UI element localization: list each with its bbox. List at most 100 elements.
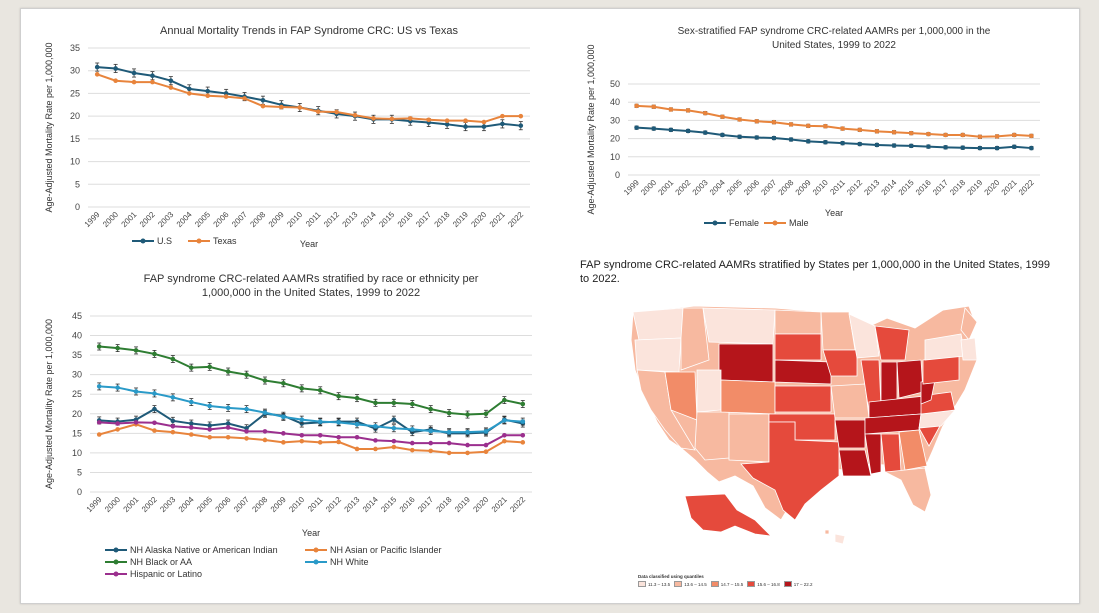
- x-tick-label: 2021: [488, 210, 507, 229]
- data-point: [244, 406, 249, 412]
- y-tick-label: 10: [72, 448, 82, 458]
- x-tick-label: 2019: [451, 210, 470, 229]
- data-point: [336, 434, 341, 440]
- data-point: [463, 118, 468, 123]
- data-point: [260, 97, 266, 103]
- data-point: [225, 421, 231, 426]
- state-ut: [696, 369, 722, 413]
- data-point: [788, 122, 794, 127]
- data-point: [426, 117, 432, 123]
- data-point: [260, 103, 266, 109]
- data-point: [685, 128, 691, 134]
- data-point: [207, 427, 213, 432]
- data-point: [188, 432, 194, 437]
- data-point: [170, 418, 176, 424]
- data-point: [150, 79, 155, 85]
- data-point: [428, 406, 434, 412]
- data-point: [720, 132, 725, 138]
- data-point: [131, 70, 137, 76]
- y-tick-label: 20: [610, 134, 620, 144]
- data-point: [115, 421, 120, 426]
- data-point: [152, 391, 157, 396]
- data-point: [133, 348, 139, 353]
- x-tick-label: 2022: [506, 210, 525, 229]
- data-point: [96, 384, 102, 389]
- legend-marker: [140, 238, 146, 244]
- data-point: [317, 419, 323, 424]
- legend-marker: [712, 220, 718, 226]
- data-point: [188, 425, 194, 430]
- state-co: [720, 379, 776, 415]
- data-point: [500, 113, 505, 119]
- data-point: [926, 144, 931, 149]
- state-nm: [728, 413, 770, 463]
- y-tick-label: 0: [77, 487, 82, 497]
- data-point: [520, 401, 526, 407]
- data-point: [281, 440, 286, 445]
- map-legend-swatch: [747, 581, 756, 587]
- data-point: [373, 423, 378, 429]
- series-line: [97, 66, 521, 128]
- data-point: [651, 104, 657, 110]
- data-point: [481, 124, 487, 129]
- state-hi: [834, 533, 846, 545]
- x-tick-label: 2011: [828, 178, 847, 197]
- x-tick-label: 2021: [490, 495, 509, 514]
- state-ne-small: [960, 337, 978, 361]
- data-point: [336, 393, 341, 399]
- data-point: [481, 119, 487, 125]
- data-point: [428, 448, 434, 454]
- state-wi: [848, 313, 880, 359]
- x-tick-label: 2008: [777, 178, 796, 197]
- data-point: [299, 417, 305, 422]
- map-legend-swatch: [674, 581, 683, 587]
- data-point: [262, 429, 268, 434]
- x-tick-label: 2017: [416, 495, 435, 514]
- data-point: [373, 446, 378, 452]
- x-tick-label: 1999: [85, 495, 104, 514]
- x-tick-label: 2013: [343, 495, 362, 514]
- chart-race-ethnicity: FAP syndrome CRC-related AAMRs stratifie…: [44, 273, 532, 579]
- data-point: [133, 420, 139, 425]
- legend-label: Male: [789, 218, 809, 228]
- x-axis-label: Year: [302, 528, 320, 538]
- data-point: [1029, 145, 1034, 151]
- x-tick-label: 2001: [122, 495, 141, 514]
- data-point: [131, 79, 137, 85]
- map-legend-item: 14.7 – 15.5: [710, 581, 743, 587]
- data-point: [262, 437, 268, 443]
- data-point: [502, 397, 507, 403]
- x-tick-label: 2015: [379, 495, 398, 514]
- legend-label: NH Black or AA: [130, 557, 192, 567]
- x-tick-label: 1999: [622, 178, 641, 197]
- map-legend-item: 17 – 22.2: [783, 581, 813, 587]
- x-tick-label: 2015: [897, 178, 916, 197]
- data-point: [188, 365, 194, 370]
- data-point: [407, 116, 413, 121]
- data-point: [115, 427, 120, 432]
- y-tick-label: 10: [610, 152, 620, 162]
- legend-marker: [196, 238, 202, 244]
- x-tick-label: 2007: [232, 495, 251, 514]
- data-point: [262, 378, 268, 383]
- x-tick-label: 2004: [175, 210, 194, 229]
- data-point: [299, 438, 305, 444]
- x-tick-label: 2002: [674, 178, 693, 197]
- data-point: [391, 438, 397, 444]
- state-ga: [898, 429, 928, 471]
- data-point: [334, 109, 339, 115]
- x-tick-label: 2001: [120, 210, 139, 229]
- y-tick-label: 40: [72, 331, 82, 341]
- state-az: [694, 411, 730, 461]
- data-point: [391, 444, 397, 450]
- data-point: [444, 118, 450, 123]
- data-point: [500, 121, 505, 127]
- y-tick-label: 25: [70, 88, 80, 98]
- data-point: [771, 119, 777, 125]
- data-point: [170, 423, 176, 429]
- chart-title-line: FAP syndrome CRC-related AAMRs stratifie…: [144, 273, 479, 285]
- x-tick-label: 2016: [398, 495, 417, 514]
- data-point: [891, 143, 897, 148]
- data-point: [908, 130, 914, 136]
- data-point: [168, 78, 174, 84]
